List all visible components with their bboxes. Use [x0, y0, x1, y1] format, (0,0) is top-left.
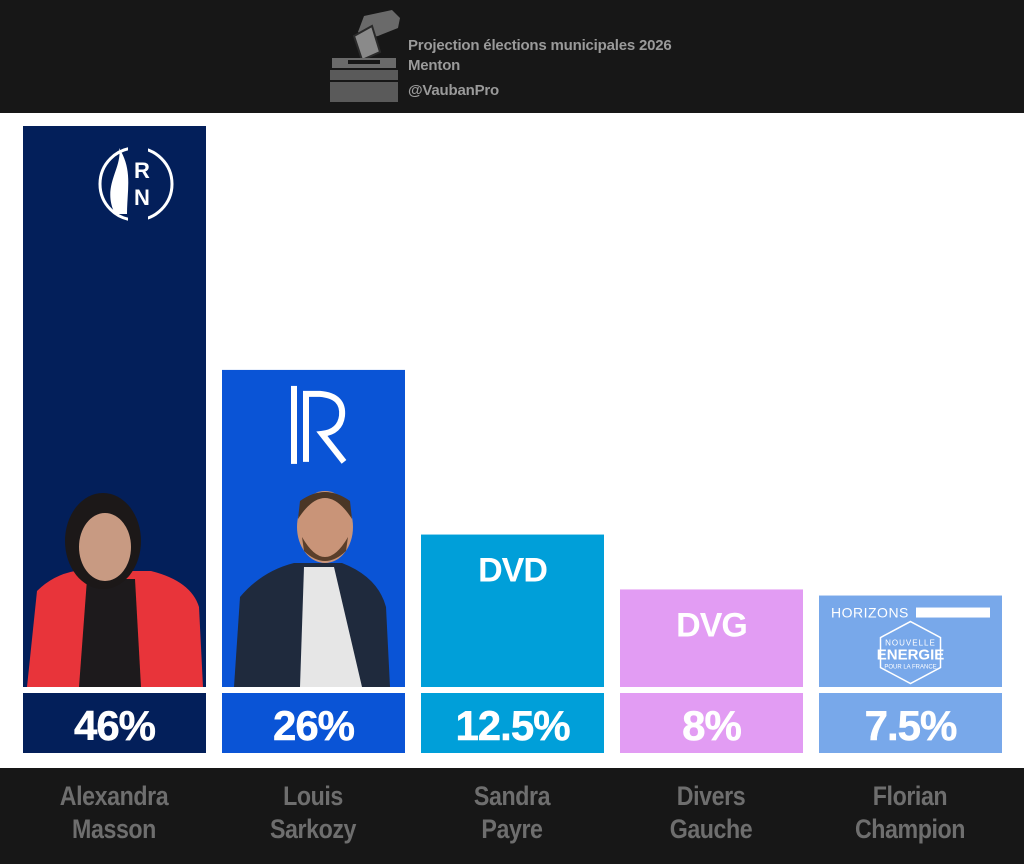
value-label: 12.5% — [455, 702, 570, 749]
horizons-logo-bar — [916, 607, 990, 618]
header-banner: Projection élections municipales 2026 Me… — [0, 0, 1024, 113]
hexagon-icon — [879, 620, 942, 685]
chart-subtitle: Menton — [408, 57, 461, 74]
chart-area: 46% R N 26% 12.5% DVD 8% DVG 7.5% HORIZONS NOUVELL… — [0, 113, 1024, 768]
candidate-name: Sandra Payre — [473, 781, 551, 844]
rn-logo-letter: N — [134, 185, 150, 210]
value-label-box — [23, 693, 206, 753]
candidate-photo-shirt — [79, 579, 141, 687]
rn-logo-letter: R — [134, 158, 150, 183]
bar-chart: 46% RN 26% 12.5% DVD 8% DVG 7.5% HORIZONS NOUVELL… — [23, 126, 1002, 753]
value-label: 46% — [74, 702, 156, 749]
logo-text: NOUVELLE — [885, 639, 936, 648]
logo-text: POUR LA FRANCE — [884, 665, 936, 671]
flame-icon — [110, 148, 129, 214]
candidate-name: Louis Sarkozy — [269, 781, 357, 844]
candidate-name: Florian Champion — [854, 781, 966, 844]
candidate-photo-face — [297, 491, 353, 563]
lr-logo-r — [303, 390, 347, 464]
chart-title: Projection élections municipales 2026 — [408, 37, 672, 54]
candidate-names-footer: Alexandra Masson Louis Sarkozy Sandra Payre… — [0, 768, 1024, 864]
candidate-name: Divers Gauche — [669, 781, 753, 844]
party-label: HORIZONS — [831, 605, 909, 621]
candidate-photo-face — [79, 513, 131, 581]
value-label: 26% — [273, 702, 355, 749]
bar — [620, 589, 803, 687]
value-label-box — [421, 693, 604, 753]
party-label: DVD — [478, 552, 547, 590]
candidate-photo-shirt — [300, 567, 362, 687]
lr-logo-bar — [291, 385, 297, 464]
value-label-box — [620, 693, 803, 753]
value-label: 7.5% — [865, 702, 957, 749]
candidate-photo-beard — [302, 537, 348, 561]
value-label: 8% — [682, 702, 741, 749]
candidate-photo-hair — [298, 492, 352, 519]
party-label: DVG — [676, 606, 747, 644]
value-label-box — [819, 693, 1002, 753]
value-label-box — [222, 693, 405, 753]
author-handle: @VaubanPro — [408, 82, 499, 99]
bar — [421, 534, 604, 687]
logo-text: ENERGIE — [877, 647, 945, 664]
ballot-box-icon — [330, 10, 400, 102]
candidate-name: Alexandra Masson — [59, 781, 169, 844]
rn-logo-gap — [128, 146, 148, 224]
